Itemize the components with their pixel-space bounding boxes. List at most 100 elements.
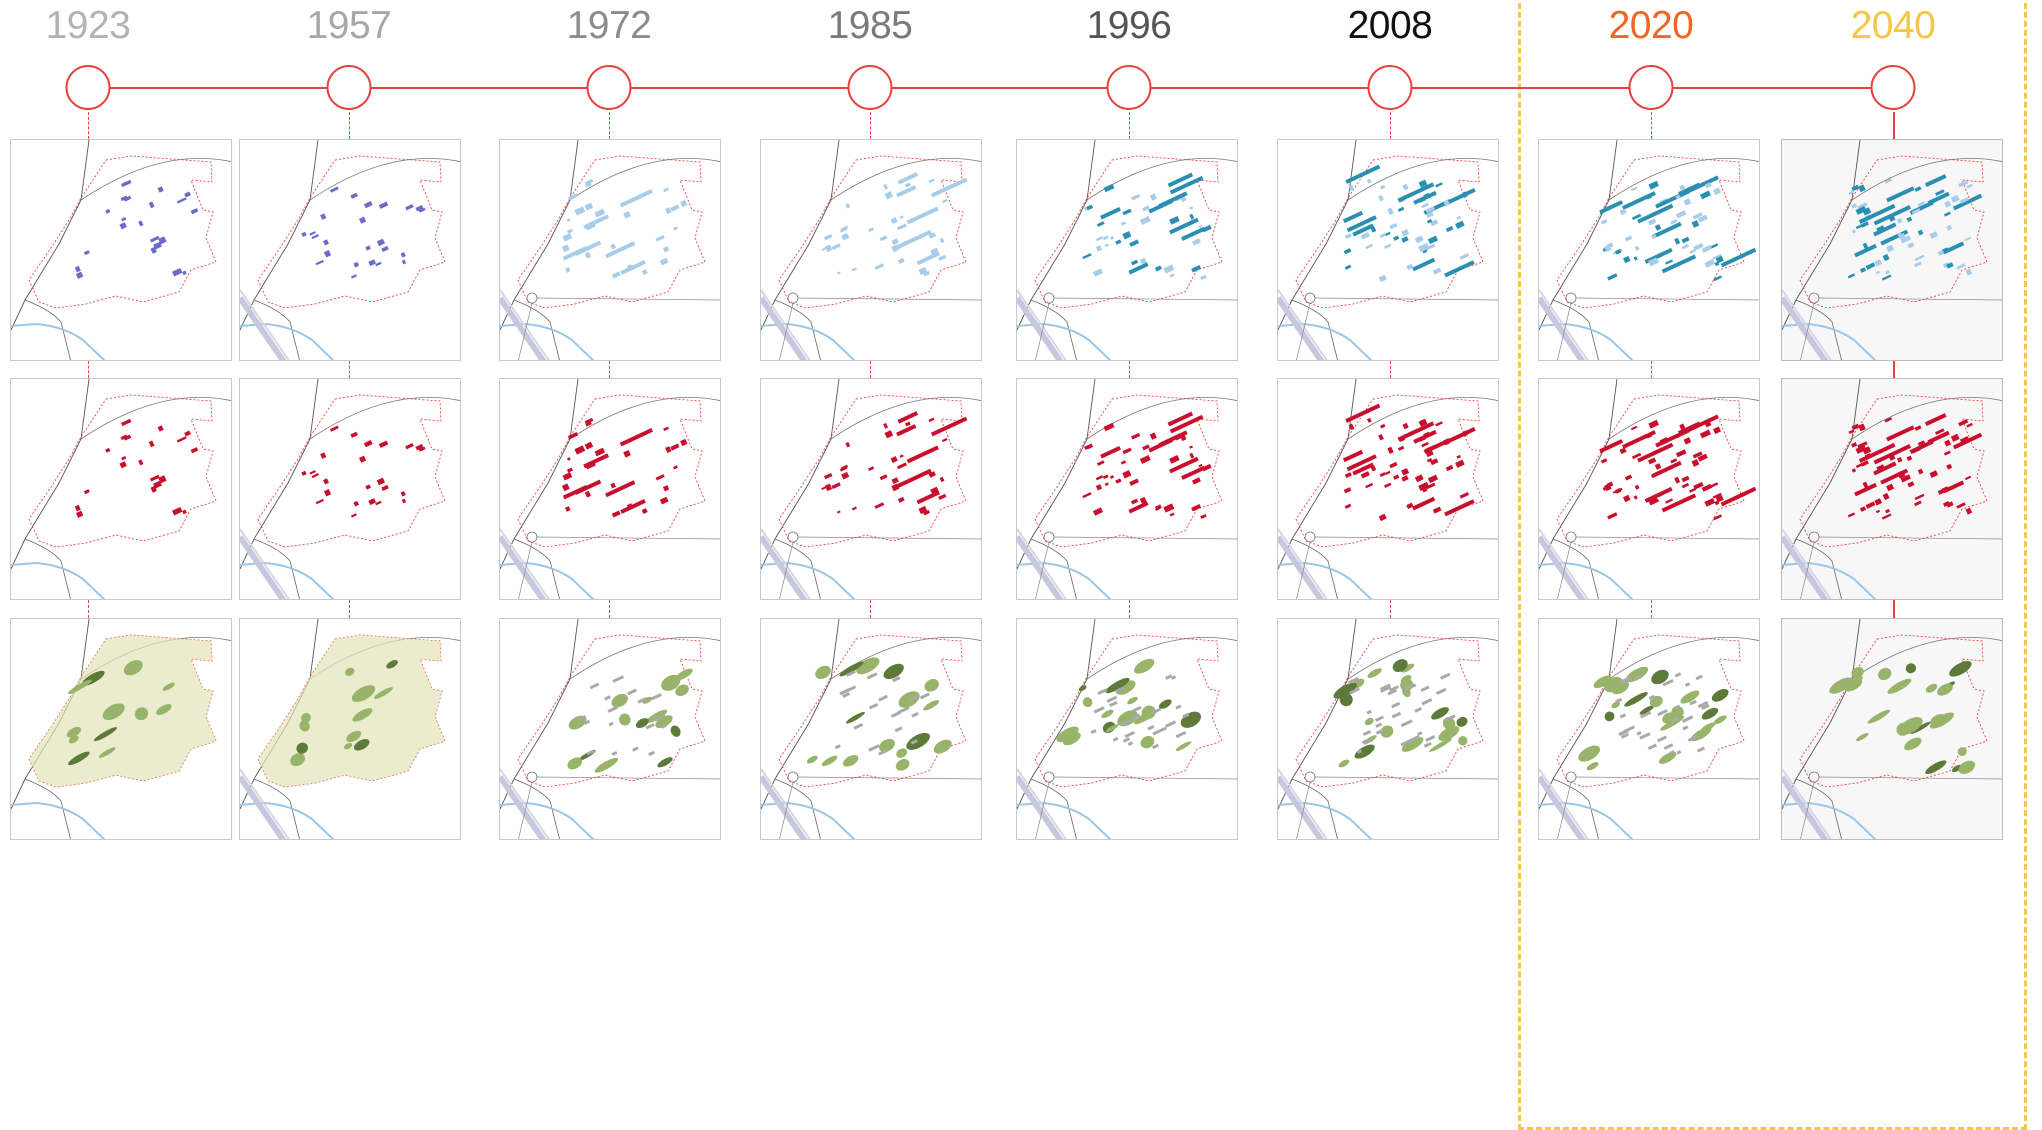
building — [836, 510, 841, 514]
building — [1600, 219, 1608, 225]
building — [1665, 259, 1674, 265]
building — [1607, 512, 1618, 520]
building — [1389, 222, 1398, 230]
building — [1681, 475, 1690, 483]
building — [1397, 421, 1435, 442]
building — [1387, 207, 1394, 215]
building — [1406, 502, 1414, 510]
building — [1859, 267, 1867, 273]
building — [1139, 496, 1147, 504]
building — [1365, 243, 1374, 250]
building — [1964, 236, 1972, 242]
building — [594, 447, 606, 457]
building — [120, 434, 128, 441]
building — [1674, 237, 1681, 245]
building — [895, 229, 932, 250]
building — [566, 457, 571, 461]
building — [329, 186, 339, 193]
building — [1898, 232, 1906, 240]
building — [1697, 453, 1708, 462]
building — [899, 454, 904, 458]
building — [1851, 468, 1857, 473]
building — [182, 509, 187, 515]
building — [368, 259, 377, 267]
building — [1906, 455, 1913, 462]
building — [1096, 221, 1105, 227]
building — [941, 198, 948, 204]
building — [182, 270, 187, 276]
building — [891, 477, 899, 485]
building — [620, 499, 646, 514]
building — [1201, 224, 1212, 233]
building — [1937, 488, 1945, 495]
building — [938, 493, 947, 500]
building — [1406, 263, 1414, 271]
building — [1648, 496, 1658, 504]
building — [845, 442, 851, 448]
building — [1169, 414, 1204, 434]
building — [121, 179, 132, 188]
building — [895, 468, 932, 489]
building — [610, 482, 616, 489]
building — [655, 474, 665, 481]
building — [309, 470, 316, 475]
building — [634, 195, 640, 201]
building — [1378, 433, 1384, 441]
building — [1633, 495, 1638, 500]
building — [1342, 210, 1364, 224]
building — [1646, 433, 1652, 439]
building — [1678, 421, 1701, 435]
building — [884, 430, 894, 439]
building — [190, 208, 199, 215]
building — [1851, 184, 1860, 192]
building — [1681, 243, 1690, 250]
building — [1181, 226, 1206, 241]
building — [376, 238, 386, 247]
building — [868, 466, 875, 472]
building — [1169, 456, 1199, 474]
building — [939, 237, 945, 244]
building — [1631, 452, 1642, 460]
building — [1352, 462, 1375, 476]
map-building-footprint-1923 — [10, 378, 232, 600]
building — [930, 177, 968, 198]
building — [1713, 514, 1723, 521]
timeline-connector — [1893, 600, 1896, 618]
building — [1873, 461, 1897, 476]
building — [184, 191, 191, 198]
building — [148, 440, 155, 448]
building — [1086, 443, 1094, 450]
building — [1425, 445, 1436, 453]
building — [176, 197, 187, 204]
building — [1907, 481, 1915, 488]
building — [665, 207, 672, 214]
building — [1670, 458, 1678, 464]
building — [1120, 221, 1127, 226]
building — [1387, 446, 1394, 454]
building — [1943, 480, 1965, 493]
building — [1462, 430, 1468, 437]
building — [1189, 213, 1195, 220]
building — [561, 483, 570, 492]
building — [585, 182, 592, 188]
building — [1103, 422, 1115, 432]
building — [1874, 259, 1883, 267]
building — [584, 202, 594, 211]
building — [831, 243, 841, 251]
building — [119, 222, 127, 230]
building — [1139, 257, 1147, 265]
building — [83, 489, 90, 495]
building — [120, 195, 128, 202]
building — [1462, 191, 1468, 198]
building — [1599, 448, 1604, 454]
building — [1102, 235, 1109, 241]
building — [74, 265, 81, 273]
map-buildings-by-type-2020 — [1538, 139, 1760, 361]
building — [1169, 512, 1175, 517]
building — [1606, 242, 1614, 249]
building — [83, 250, 90, 256]
building — [897, 172, 919, 185]
building — [1862, 481, 1869, 489]
building — [1430, 458, 1439, 466]
timeline-node-1923 — [65, 65, 111, 110]
